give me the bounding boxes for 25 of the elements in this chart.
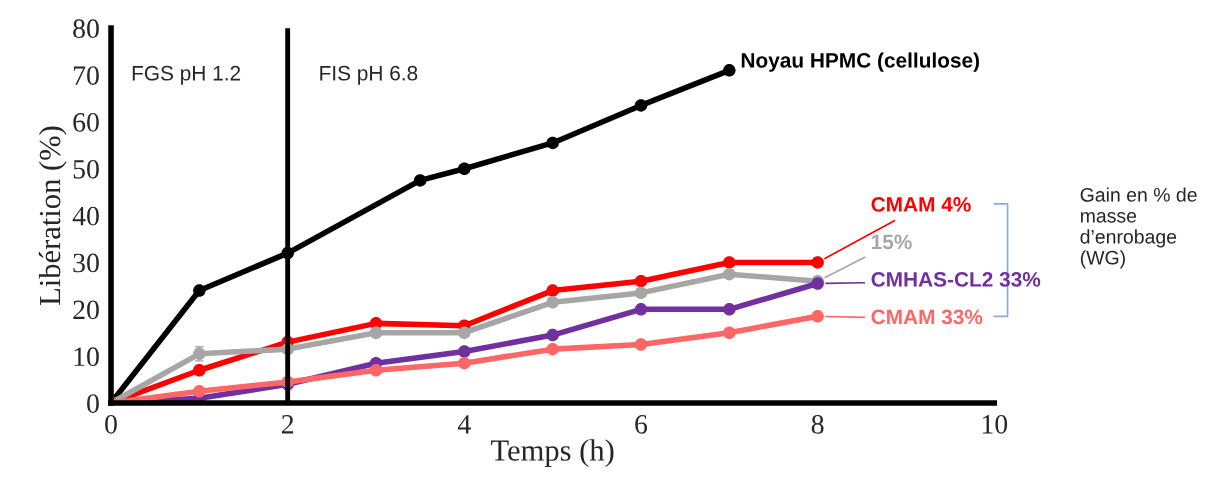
text: 15% xyxy=(871,234,912,250)
x-tick-label: 0 xyxy=(105,414,117,434)
x-tick-label: 4 xyxy=(457,415,471,434)
x-tick-label: 6 xyxy=(635,415,648,434)
y-axis-title: Libération (%) xyxy=(38,126,67,306)
annotation: FGS pH 1.2 xyxy=(132,65,241,85)
legend-label: CMAM 33% xyxy=(871,309,983,325)
y-tick-label: 30 xyxy=(73,253,99,273)
text: CMAM 4% xyxy=(871,197,971,212)
legend-label: CMHAS-CL2 33% xyxy=(871,272,1041,287)
y-tick-label: 70 xyxy=(73,66,99,85)
x-tick-label: 2 xyxy=(281,415,294,434)
annotation: FIS pH 6.8 xyxy=(320,65,418,85)
y-tick-label: 60 xyxy=(73,113,99,132)
x-tick-label: 8 xyxy=(811,414,824,434)
text: Gain en % de masse d’enrobage (WG) xyxy=(1080,187,1197,269)
y-tick-label: 10 xyxy=(74,347,99,367)
y-tick-label: 50 xyxy=(73,159,99,179)
x-axis-title: Temps (h) xyxy=(491,439,614,468)
y-tick-label: 20 xyxy=(73,300,99,320)
series-label: Noyau HPMC (cellulose) xyxy=(741,52,980,72)
y-tick-label: 80 xyxy=(73,19,99,39)
x-tick-label: 10 xyxy=(982,414,1008,434)
y-tick-label: 40 xyxy=(72,206,99,226)
y-tick-label: 0 xyxy=(87,394,99,413)
